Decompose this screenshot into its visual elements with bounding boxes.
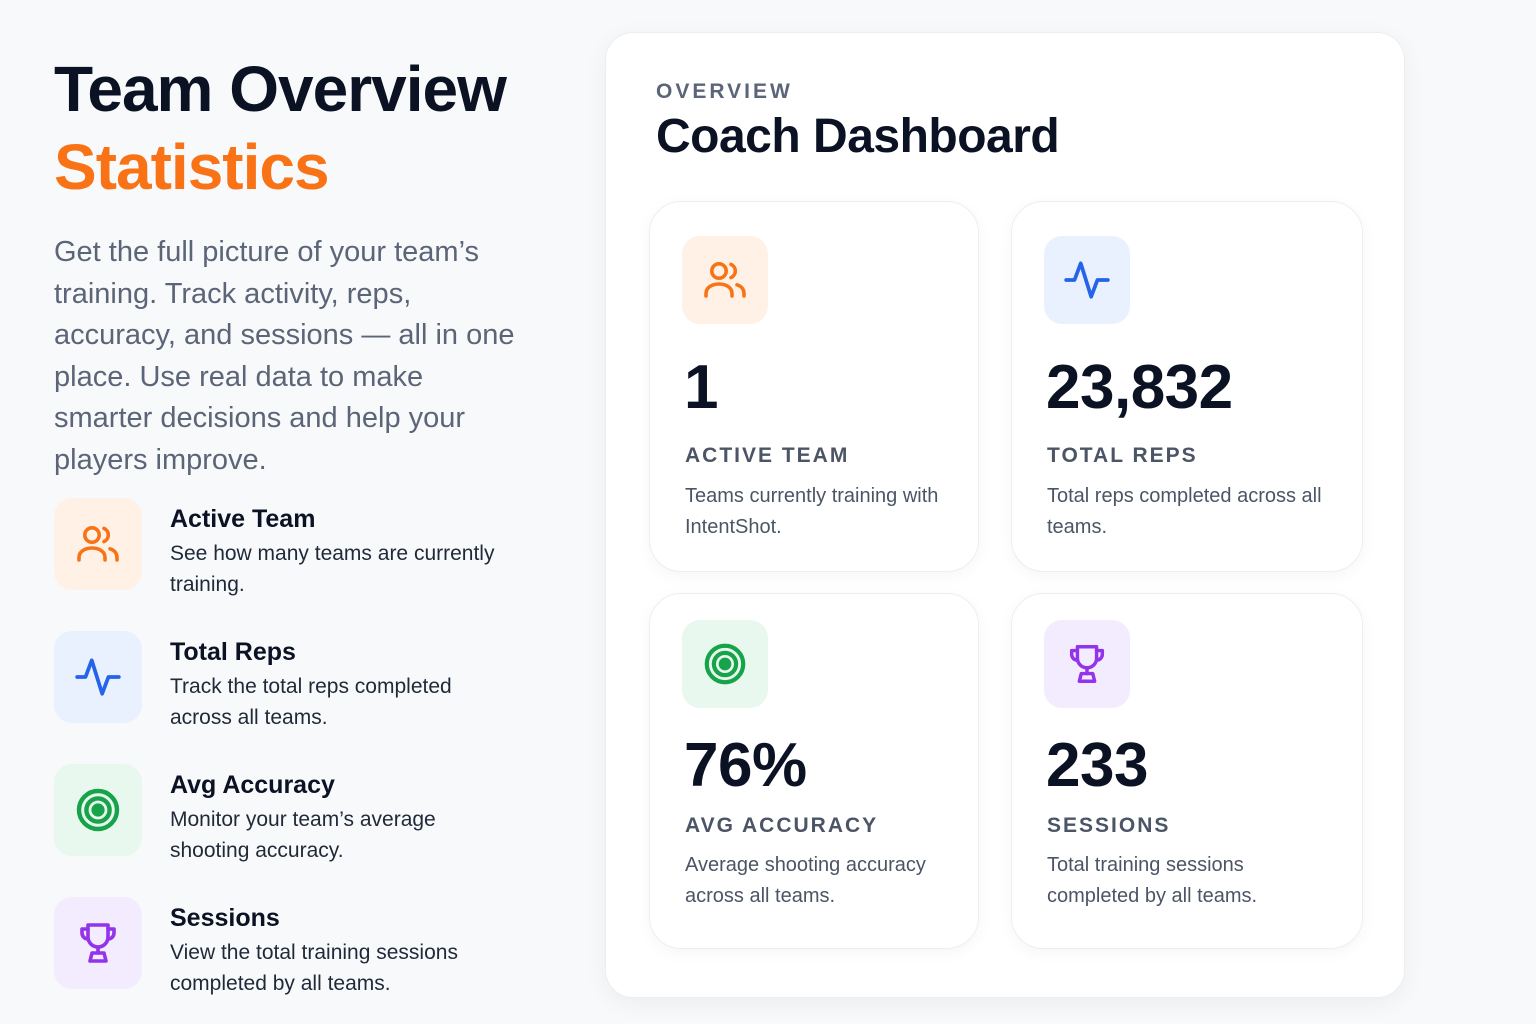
feature-desc: View the total training sessions complet… [170,941,458,995]
coach-dashboard-panel: OVERVIEW Coach Dashboard 1 ACTIVE TEAM T… [605,32,1405,998]
stat-value: 23,832 [1046,353,1233,422]
panel-eyebrow: OVERVIEW [656,80,793,103]
feature-list: Active Team See how many teams are curre… [54,498,524,1024]
hero-section: Team Overview Statistics Get the full pi… [54,50,524,481]
stat-desc: Total training sessions completed by all… [1047,854,1258,907]
feature-title: Total Reps [170,638,296,666]
trophy-icon [1044,620,1130,708]
hero-intro: Get the full picture of your team’s trai… [54,236,515,476]
hero-title-line1: Team Overview [54,53,507,125]
users-icon [54,498,142,590]
feature-item-total-reps: Total Reps Track the total reps complete… [54,631,524,764]
feature-text: Total Reps Track the total reps complete… [170,637,510,733]
stat-label: AVG ACCURACY [685,814,879,837]
stat-card-active-team: 1 ACTIVE TEAM Teams currently training w… [649,201,979,572]
feature-title: Avg Accuracy [170,771,335,799]
activity-icon [54,631,142,723]
feature-desc: Monitor your team’s average shooting acc… [170,808,436,862]
trophy-icon [54,897,142,989]
feature-text: Avg Accuracy Monitor your team’s average… [170,770,510,866]
stat-desc: Total reps completed across all teams. [1047,485,1322,538]
target-icon [682,620,768,708]
feature-desc: See how many teams are currently trainin… [170,542,495,596]
feature-item-active-team: Active Team See how many teams are curre… [54,498,524,631]
stat-value: 233 [1046,731,1148,800]
feature-text: Active Team See how many teams are curre… [170,504,510,600]
stat-label: ACTIVE TEAM [685,444,850,467]
target-icon [54,764,142,856]
feature-item-sessions: Sessions View the total training session… [54,897,524,1024]
stat-desc: Average shooting accuracy across all tea… [685,854,926,907]
stat-desc: Teams currently training with IntentShot… [685,485,939,538]
panel-title: Coach Dashboard [656,110,1060,163]
feature-desc: Track the total reps completed across al… [170,675,452,729]
stat-value: 76% [684,731,807,800]
feature-item-avg-accuracy: Avg Accuracy Monitor your team’s average… [54,764,524,897]
users-icon [682,236,768,324]
stat-value: 1 [684,353,718,422]
stat-card-total-reps: 23,832 TOTAL REPS Total reps completed a… [1011,201,1363,572]
hero-title: Team Overview Statistics [54,50,524,206]
stat-label: SESSIONS [1047,814,1171,837]
stat-card-avg-accuracy: 76% AVG ACCURACY Average shooting accura… [649,593,979,949]
feature-title: Active Team [170,505,316,533]
feature-text: Sessions View the total training session… [170,903,510,999]
feature-title: Sessions [170,904,280,932]
hero-title-line2: Statistics [54,131,330,203]
activity-icon [1044,236,1130,324]
stat-label: TOTAL REPS [1047,444,1198,467]
stat-card-sessions: 233 SESSIONS Total training sessions com… [1011,593,1363,949]
